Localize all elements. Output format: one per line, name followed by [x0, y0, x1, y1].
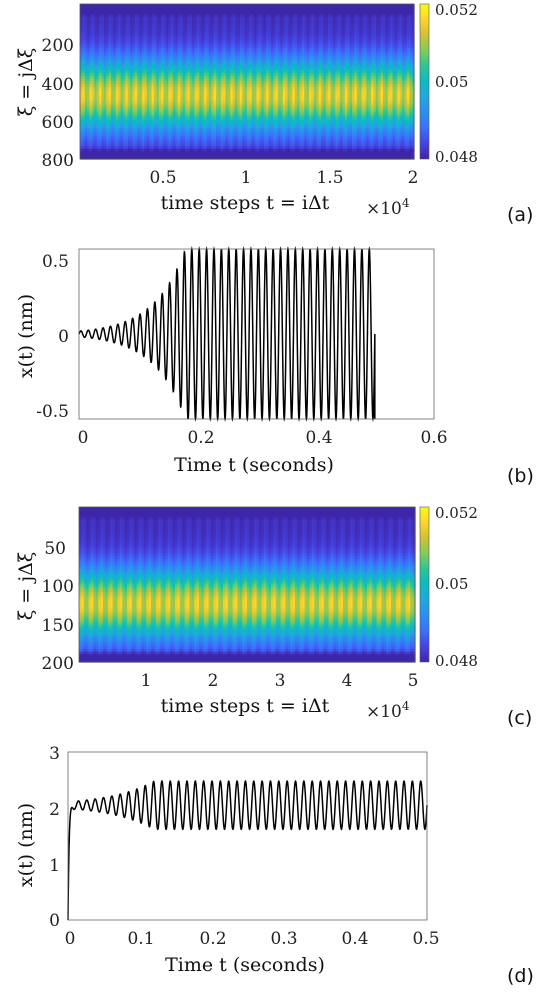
panel-a: 0.052 0.05 0.048 200 400 600 800 0.5 1 1…	[15, 1, 533, 226]
heatmap-a	[80, 4, 415, 160]
